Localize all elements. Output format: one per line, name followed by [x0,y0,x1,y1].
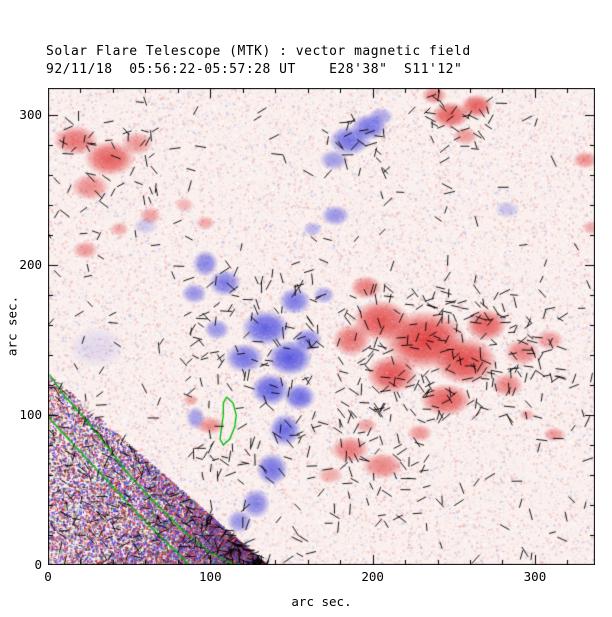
x-axis-label: arc sec. [291,594,352,609]
x-tick-label: 100 [199,569,222,584]
y-axis-label: arc sec. [4,295,20,357]
y-tick-label: 200 [19,257,42,272]
x-tick-label: 0 [44,569,52,584]
y-tick-label: 100 [19,407,42,422]
figure-title: Solar Flare Telescope (MTK) : vector mag… [46,44,471,59]
magnetogram-plot-canvas [48,88,595,565]
x-tick-label: 300 [523,569,547,584]
x-tick-label: 200 [361,569,384,584]
y-tick-label: 0 [34,557,42,572]
figure-subtitle: 92/11/18 05:56:22-05:57:28 UT E28'38" S1… [46,62,463,77]
y-tick-label: 300 [19,107,42,122]
